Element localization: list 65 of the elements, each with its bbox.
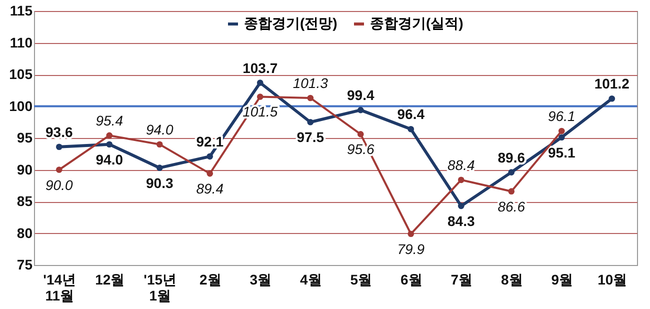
data-label: 89.6 — [498, 149, 526, 166]
point — [408, 126, 414, 132]
point — [56, 144, 62, 150]
data-label: 96.1 — [548, 108, 576, 124]
point — [508, 188, 515, 194]
point — [357, 131, 364, 138]
point — [558, 134, 565, 141]
data-label: 101.3 — [292, 74, 328, 91]
point — [608, 95, 616, 102]
point — [458, 176, 464, 184]
point — [206, 153, 214, 160]
x-tick-label: 12월 — [95, 272, 125, 288]
y-tick-label: 95 — [16, 130, 33, 146]
y-tick-label: 85 — [16, 193, 33, 209]
data-label: 89.4 — [196, 180, 224, 197]
x-tick-label: 10월 — [598, 272, 628, 288]
data-label: 79.9 — [397, 240, 425, 257]
point — [307, 94, 314, 102]
point — [408, 230, 414, 238]
y-tick-label: 115 — [10, 2, 33, 18]
data-label: 86.6 — [498, 198, 526, 214]
point — [106, 132, 113, 139]
x-tick-label: '14년 11월 — [43, 272, 76, 304]
data-label: 94.0 — [96, 151, 124, 168]
legend-label: 종합경기(전망) — [244, 15, 338, 31]
x-tick-label: 6월 — [400, 272, 422, 288]
point — [307, 118, 314, 126]
point — [357, 106, 364, 114]
point — [558, 128, 565, 134]
y-tick-label: 100 — [9, 98, 33, 114]
point — [508, 169, 515, 176]
data-label: 103.7 — [242, 60, 278, 76]
x-tick-label: 9월 — [551, 272, 574, 288]
data-label: 90.0 — [46, 176, 73, 193]
data-label: 101.2 — [594, 76, 630, 92]
point — [156, 164, 163, 171]
point — [106, 141, 113, 148]
y-tick-label: 90 — [16, 161, 33, 178]
x-tick-label: 7월 — [450, 272, 473, 288]
x-tick-label: 8월 — [500, 272, 523, 288]
data-label: 84.3 — [448, 212, 475, 229]
data-label: 99.4 — [347, 87, 374, 104]
point — [256, 94, 264, 100]
point — [56, 166, 62, 173]
data-label: 88.4 — [448, 156, 475, 173]
y-tick-label: 75 — [16, 256, 33, 272]
data-label: 93.6 — [46, 124, 73, 140]
y-tick-label: 105 — [9, 66, 33, 82]
data-label: 95.1 — [548, 144, 576, 160]
point — [458, 202, 464, 210]
point — [256, 80, 264, 86]
x-tick-label: 3월 — [250, 272, 272, 288]
point — [156, 141, 163, 148]
y-tick-label: 110 — [10, 34, 33, 50]
legend-label: 종합경기(실적) — [370, 15, 464, 31]
x-tick-label: 4월 — [300, 272, 322, 288]
data-label: 94.0 — [146, 121, 174, 138]
data-label: 96.4 — [397, 106, 425, 122]
x-tick-label: '15년 1월 — [144, 272, 177, 304]
data-label: 95.4 — [96, 112, 124, 128]
data-label: 90.3 — [146, 174, 174, 191]
y-tick-label: 80 — [16, 224, 33, 241]
x-tick-label: 5월 — [350, 272, 372, 288]
point — [206, 170, 214, 177]
x-tick-label: 2월 — [199, 272, 222, 288]
